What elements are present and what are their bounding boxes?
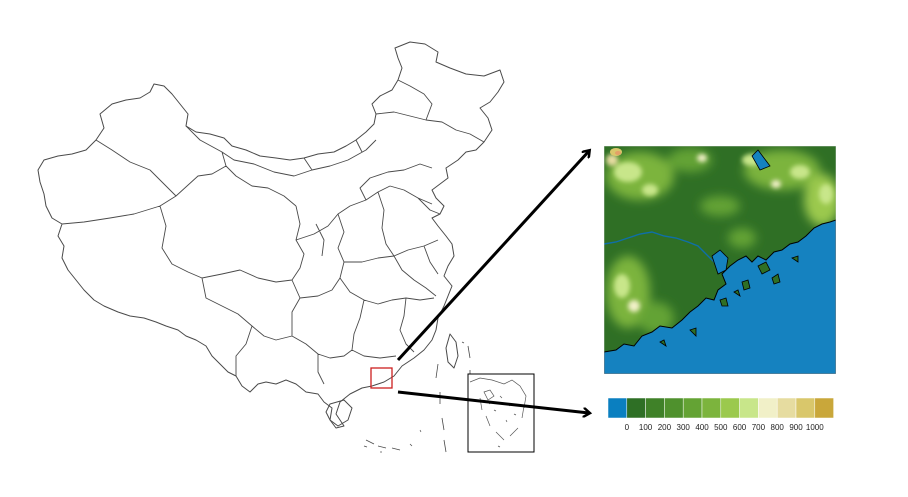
colorbar-tick-label: 600 [733,423,747,432]
colorbar-cell [682,397,703,419]
colorbar-tick-label: 900 [789,423,803,432]
china-province-map [37,41,505,453]
colorbar-cell [814,397,834,419]
elevation-colorbar: 0 100 200 300 400 500 600 700 800 900 1000 [607,397,834,432]
colorbar-cell [795,397,816,419]
colorbar-tick-label: 500 [714,423,728,432]
colorbar-tick-label: 100 [639,423,653,432]
colorbar-cell [645,397,665,419]
china-outline [37,41,505,429]
colorbar-cell [607,397,628,419]
colorbar-cells [607,397,834,419]
colorbar-cell [758,397,778,419]
taiwan-island [445,333,459,369]
colorbar-tick-label: 800 [771,423,785,432]
colorbar-cell [664,397,684,419]
colorbar-labels: 0 100 200 300 400 500 600 700 800 900 1000 [625,423,825,432]
islets [363,341,465,453]
zoomed-terrain-map [604,146,836,374]
south-china-sea-inset [467,373,535,453]
colorbar-tick-label: 700 [752,423,766,432]
hainan-island [325,399,353,427]
colorbar-cell [739,397,759,419]
colorbar-tick-label: 300 [677,423,691,432]
colorbar-cell [776,397,797,419]
colorbar-cell [720,397,740,419]
arrow-to-zoom-map [396,151,589,362]
colorbar-tick-label: 0 [625,423,630,432]
province-boundaries [61,79,485,385]
colorbar-cell [701,397,722,419]
colorbar-cell [626,397,646,419]
colorbar-tick-label: 200 [658,423,672,432]
pearl-river [604,231,721,271]
colorbar-tick-label: 400 [695,423,709,432]
colorbar-tick-label: 1000 [806,423,824,432]
highlight-box [370,367,393,389]
arrow-to-colorbar [397,390,589,413]
